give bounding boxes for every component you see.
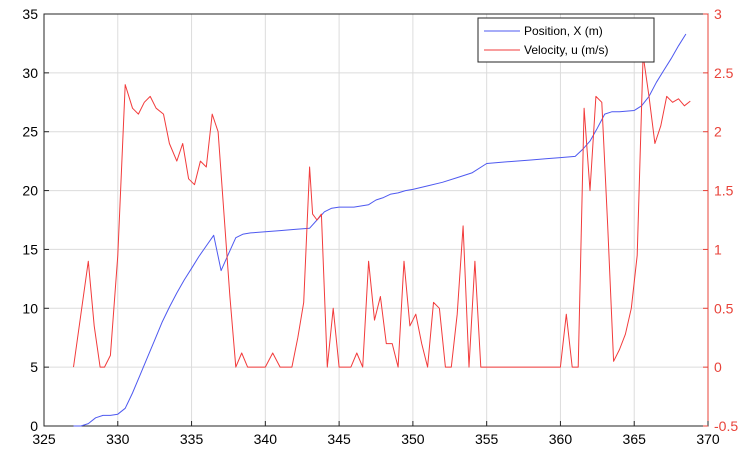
- series-line-velocity: [73, 54, 691, 368]
- x-tick-label: 365: [623, 431, 647, 447]
- y-left-tick-label: 5: [30, 359, 38, 375]
- y-right-tick-label: 1: [714, 241, 722, 257]
- y-right-tick-label: 0.5: [714, 300, 734, 316]
- x-tick-label: 355: [475, 431, 499, 447]
- y-left-tick-label: 0: [30, 418, 38, 434]
- series-layer: [73, 33, 691, 427]
- y-left-tick-label: 10: [22, 300, 38, 316]
- grid: [44, 14, 708, 426]
- legend: Position, X (m) Velocity, u (m/s): [477, 17, 655, 63]
- x-tick-label: 335: [180, 431, 204, 447]
- y-right-tick-label: 3: [714, 6, 722, 22]
- x-tick-label: 345: [327, 431, 351, 447]
- legend-label-position: Position, X (m): [524, 24, 603, 38]
- y-right-tick-label: 2.5: [714, 65, 734, 81]
- legend-box: [477, 17, 655, 63]
- y-right-tick-label: 1.5: [714, 183, 734, 199]
- axes: 325 330 335 340 345 350 355 360 365 3700510152025…: [22, 6, 738, 447]
- y-right-tick-label: -0.5: [714, 418, 738, 434]
- x-tick-label: 340: [254, 431, 278, 447]
- y-left-tick-label: 35: [22, 6, 38, 22]
- y-right-tick-label: 2: [714, 124, 722, 140]
- x-tick-label: 325: [32, 431, 56, 447]
- x-tick-label: 330: [106, 431, 130, 447]
- x-tick-label: 360: [549, 431, 573, 447]
- y-right-tick-label: 0: [714, 359, 722, 375]
- plot-frame: [43, 13, 709, 427]
- y-left-tick-label: 20: [22, 183, 38, 199]
- x-tick-label: 350: [401, 431, 425, 447]
- y-left-tick-label: 15: [22, 241, 38, 257]
- legend-label-velocity: Velocity, u (m/s): [524, 43, 608, 57]
- y-left-tick-label: 25: [22, 124, 38, 140]
- y-left-tick-label: 30: [22, 65, 38, 81]
- series-line-position: [73, 33, 687, 427]
- x-tick-label: 370: [696, 431, 720, 447]
